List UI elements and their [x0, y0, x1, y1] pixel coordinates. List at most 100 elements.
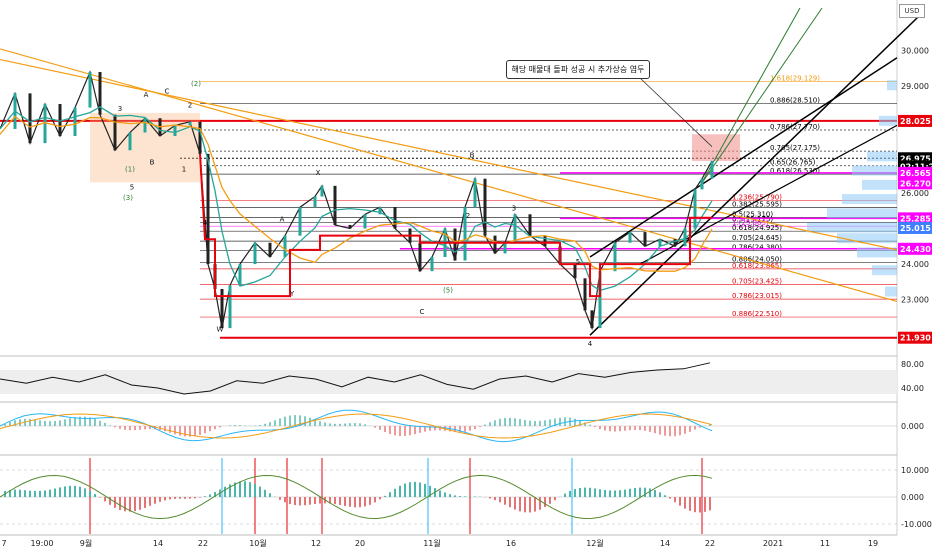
osc2-bar: [369, 497, 371, 505]
osc1-tick-label: 0.000: [901, 422, 924, 431]
osc2-bar: [234, 482, 236, 497]
candle: [590, 310, 594, 329]
candle: [113, 114, 117, 151]
candle: [393, 207, 397, 229]
osc2-line: [0, 474, 713, 520]
osc1-bar: [694, 426, 696, 430]
wave-label: C: [420, 308, 425, 316]
osc1-bar: [464, 426, 466, 432]
price-tag-label: 24.430: [900, 245, 931, 254]
osc2-bar: [674, 497, 676, 503]
osc1-bar: [459, 426, 461, 433]
osc1-bar: [619, 426, 621, 432]
osc1-bar: [84, 416, 86, 426]
osc2-bar: [9, 489, 11, 497]
osc1-bar: [349, 423, 351, 426]
fib-level-label: 1.(25.065): [732, 219, 769, 227]
price-tag-label: 25.285: [900, 214, 931, 223]
osc1-bar: [484, 424, 486, 426]
y-tick-label: 26.000: [901, 189, 929, 198]
candle: [88, 72, 92, 108]
fib-level-label: 0.618(23.865): [732, 262, 782, 270]
osc1-bar: [424, 426, 426, 432]
y-tick-label: 30.000: [901, 47, 929, 56]
price-tag: [898, 114, 932, 127]
candle: [206, 153, 210, 265]
osc1-bar: [504, 417, 506, 426]
osc2-tick-label: -10.000: [901, 520, 932, 529]
osc2-bar: [194, 497, 196, 499]
candle: [298, 207, 302, 236]
candle: [658, 239, 662, 247]
osc1-bar: [264, 423, 266, 426]
osc2-bar: [49, 489, 51, 497]
candle: [320, 185, 324, 197]
osc2-bar: [504, 497, 506, 505]
fib-level-label: 0.786(23.015): [732, 292, 782, 300]
osc1-bar: [584, 422, 586, 426]
osc2-bar: [619, 490, 621, 497]
osc2-bar: [604, 489, 606, 497]
volume-profile-bar: [867, 151, 897, 162]
osc2-bar: [509, 497, 511, 508]
osc1-bar: [534, 420, 536, 426]
osc1-bar: [149, 426, 151, 430]
osc1-bar: [244, 425, 246, 426]
osc2-bar: [244, 481, 246, 497]
candle: [98, 72, 102, 115]
osc2-bar: [409, 482, 411, 497]
osc2-bar: [99, 497, 101, 498]
osc1-bar: [524, 419, 526, 426]
osc2-bar: [204, 496, 206, 497]
osc1-bar: [89, 417, 91, 426]
osc1-bar: [239, 425, 241, 426]
currency-label[interactable]: USD: [899, 4, 925, 18]
price-tag: [898, 177, 932, 190]
osc2-bar: [74, 485, 76, 497]
osc1-bar: [684, 426, 686, 434]
osc1-bar: [259, 424, 261, 426]
osc2-bar: [124, 497, 126, 512]
osc1-bar: [274, 420, 276, 426]
osc1-bar: [634, 426, 636, 430]
fib-level-label: 0.382(25.595): [732, 200, 782, 208]
osc1-bar: [664, 426, 666, 436]
osc1-bar: [204, 426, 206, 434]
osc2-bar: [644, 487, 646, 497]
osc2-bar: [44, 490, 46, 497]
osc1-bar: [509, 417, 511, 426]
osc1-bar: [324, 422, 326, 426]
wave-label: 3: [118, 105, 122, 113]
osc2-bar: [229, 484, 231, 497]
osc1-bar: [419, 426, 421, 433]
osc1-bar: [519, 419, 521, 426]
osc1-bar: [54, 421, 56, 426]
candle: [173, 125, 177, 137]
wave-label: 2: [466, 212, 470, 220]
x-tick-label: 10월: [249, 538, 267, 548]
osc2-bar: [549, 497, 551, 504]
candle: [43, 104, 47, 144]
osc1-bar: [474, 426, 476, 430]
osc2-bar: [554, 497, 556, 501]
osc1-bar: [539, 420, 541, 426]
volume-profile-bar: [857, 247, 897, 258]
volume-profile-bar: [837, 233, 897, 244]
osc1-bar: [74, 417, 76, 426]
price-tag: [898, 166, 932, 179]
osc2-bar: [654, 489, 656, 497]
osc2-bar: [129, 497, 131, 512]
fib-level-label: 1.618(29.129): [770, 75, 820, 83]
osc2-bar: [499, 497, 501, 503]
osc1-bar: [654, 426, 656, 434]
osc1-bar: [604, 426, 606, 431]
osc1-bar: [79, 416, 81, 426]
volume-profile-bar: [862, 179, 897, 190]
osc1-bar: [119, 426, 121, 429]
osc2-bar: [429, 485, 431, 497]
candle: [198, 121, 202, 154]
osc2-bar: [279, 497, 281, 500]
volume-profile-bar: [852, 165, 897, 176]
osc2-bar: [469, 496, 471, 497]
